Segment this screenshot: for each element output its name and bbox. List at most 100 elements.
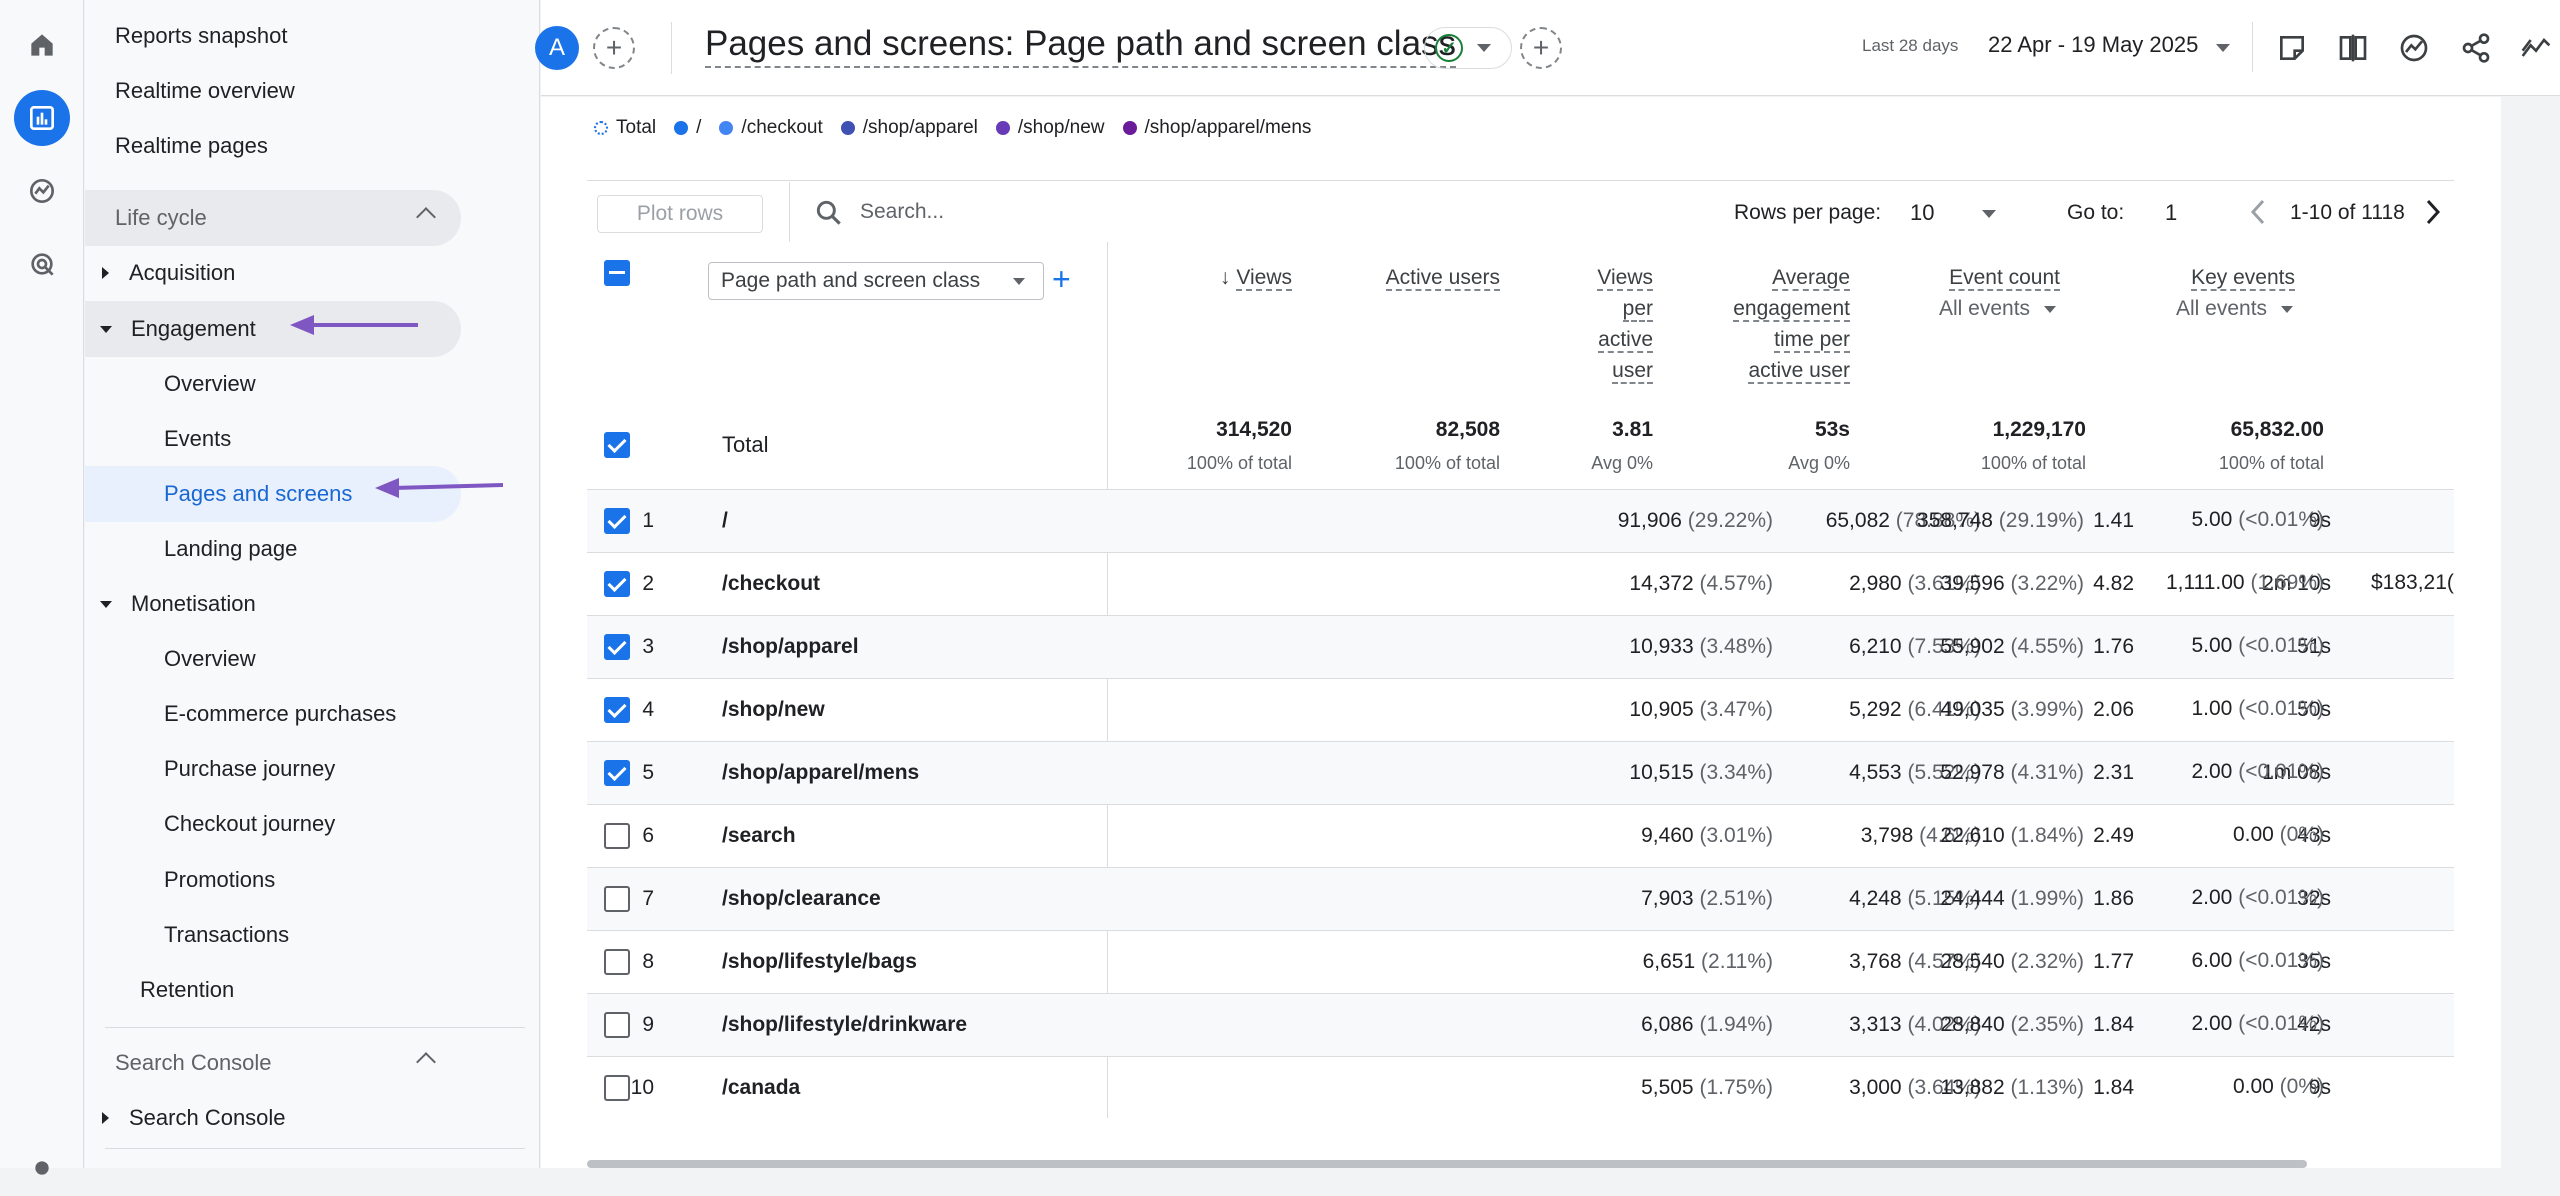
nav-checkout-journey[interactable]: Checkout journey (164, 811, 336, 836)
row-checkbox[interactable] (604, 760, 630, 786)
nav-engagement-overview[interactable]: Overview (164, 371, 256, 396)
table-row[interactable]: 9/shop/lifestyle/drinkware 6,086 (1.94%) 3… (587, 993, 2454, 1056)
active-users-column-header[interactable]: Active users (1385, 266, 1500, 291)
chevron-down-icon[interactable] (2216, 44, 2230, 52)
event-count-column-header[interactable]: Event count (1949, 266, 2060, 291)
page-path-link[interactable]: /shop/apparel (722, 635, 859, 658)
nav-events[interactable]: Events (164, 426, 232, 451)
table-row[interactable]: 2/checkout 14,372 (4.57%) 2,980 (3.61%) 4.8… (587, 552, 2454, 615)
avg-engagement-column-header[interactable]: Average engagement time per active user (1733, 266, 1850, 384)
row-checkbox[interactable] (604, 886, 630, 912)
explore-icon[interactable] (14, 163, 70, 219)
select-all-checkbox[interactable] (604, 260, 630, 286)
event-count-filter[interactable]: All events (1939, 297, 2057, 321)
total-row-checkbox[interactable] (604, 432, 630, 458)
reports-icon[interactable] (14, 90, 70, 146)
key-events-filter[interactable]: All events (2176, 297, 2294, 321)
compare-icon[interactable] (2333, 28, 2373, 68)
nav-pages-and-screens[interactable]: Pages and screens (85, 466, 461, 522)
nav-realtime-pages[interactable]: Realtime pages (115, 133, 268, 158)
insights-icon[interactable] (2394, 28, 2434, 68)
page-path-link[interactable]: /shop/lifestyle/drinkware (722, 1013, 968, 1036)
page-path-link[interactable]: /canada (722, 1076, 801, 1099)
row-checkbox[interactable] (604, 508, 630, 534)
date-range-picker[interactable]: 22 Apr - 19 May 2025 (1988, 32, 2199, 57)
next-page-icon[interactable] (2423, 197, 2443, 227)
nav-search-console[interactable]: Search Console (102, 1090, 286, 1146)
nav-retention[interactable]: Retention (140, 977, 235, 1002)
advertising-icon[interactable] (14, 236, 70, 292)
legend-item[interactable]: / (674, 117, 701, 139)
table-row[interactable]: 8/shop/lifestyle/bags 6,651 (2.11%) 3,768 … (587, 930, 2454, 993)
page-path-link[interactable]: /shop/new (722, 698, 825, 721)
row-checkbox[interactable] (604, 571, 630, 597)
nav-monetisation[interactable]: Monetisation (100, 576, 256, 632)
plot-rows-button[interactable]: Plot rows (597, 195, 763, 233)
previous-page-icon[interactable] (2248, 197, 2268, 227)
nav-reports-snapshot[interactable]: Reports snapshot (115, 23, 288, 48)
nav-section-life-cycle[interactable]: Life cycle (85, 190, 461, 246)
page-path-link[interactable]: /checkout (722, 572, 821, 595)
views-column-header[interactable]: ↓ Views (1219, 266, 1292, 291)
row-checkbox[interactable] (604, 823, 630, 849)
key-events-cell: 2.00 (<0.01%) (2191, 1012, 2324, 1035)
table-row[interactable]: 3/shop/apparel 10,933 (3.48%) 6,210 (7.53%… (587, 615, 2454, 678)
nav-section-search-console[interactable]: Search Console (85, 1035, 461, 1091)
pagination-range: 1-10 of 1118 (2290, 201, 2405, 224)
horizontal-scrollbar[interactable] (587, 1160, 2307, 1168)
row-checkbox[interactable] (604, 1012, 630, 1038)
add-dimension-button[interactable]: + (1052, 261, 1071, 297)
rows-per-page-select[interactable]: 10 (1910, 200, 1935, 225)
key-events-column-header[interactable]: Key events (2191, 266, 2295, 291)
share-icon[interactable] (2456, 28, 2496, 68)
table-row[interactable]: 6/search 9,460 (3.01%) 3,798 (4.6%) 2.49 43s… (587, 804, 2454, 867)
views-cell: 7,903 (2.51%) (1641, 887, 1773, 910)
nav-landing-page[interactable]: Landing page (164, 536, 298, 561)
add-comparison-button[interactable]: + (593, 27, 635, 69)
dimension-select[interactable]: Page path and screen class (708, 262, 1044, 300)
views-per-user-cell: 2.49 (2093, 824, 2134, 847)
settings-icon[interactable] (14, 1140, 70, 1196)
row-checkbox[interactable] (604, 1075, 630, 1101)
nav-transactions[interactable]: Transactions (164, 922, 290, 947)
legend-item[interactable]: /checkout (719, 117, 823, 139)
nav-purchase-journey[interactable]: Purchase journey (164, 756, 336, 781)
nav-promotions[interactable]: Promotions (164, 867, 276, 892)
legend-item[interactable]: Total (594, 117, 656, 139)
nav-ecommerce-purchases[interactable]: E-commerce purchases (164, 701, 397, 726)
legend-item[interactable]: /shop/apparel (840, 117, 978, 139)
chevron-down-icon[interactable] (1982, 210, 1996, 218)
home-icon[interactable] (14, 17, 70, 73)
table-row[interactable]: 7/shop/clearance 7,903 (2.51%) 4,248 (5.15… (587, 867, 2454, 930)
goto-input[interactable]: 1 (2165, 200, 2178, 225)
nav-acquisition[interactable]: Acquisition (102, 245, 235, 301)
search-input[interactable] (860, 200, 1360, 224)
report-status-dropdown[interactable]: ✓ (1424, 27, 1512, 69)
page-path-link[interactable]: /shop/clearance (722, 887, 881, 910)
table-row[interactable]: 4/shop/new 10,905 (3.47%) 5,292 (6.41%) 2.0… (587, 678, 2454, 741)
avg-engagement-cell: 2m 10s (2262, 572, 2331, 595)
avatar[interactable]: A (535, 26, 579, 70)
table-row[interactable]: 5/shop/apparel/mens 10,515 (3.34%) 4,553 (… (587, 741, 2454, 804)
key-events-cell: 5.00 (<0.01%) (2191, 634, 2324, 657)
table-row[interactable]: 1 / 91,906 (29.22%) 65,082 (78.88%) 1.41 9s 35… (587, 489, 2454, 552)
total-label: Total (722, 432, 769, 457)
page-path-link[interactable]: /search (722, 824, 796, 847)
add-filter-button[interactable]: + (1520, 27, 1562, 69)
legend-dot (1122, 121, 1137, 135)
legend-item[interactable]: /shop/new (995, 117, 1105, 139)
customize-report-icon[interactable] (2272, 28, 2312, 68)
trend-icon[interactable] (2516, 28, 2556, 68)
nav-monetisation-overview[interactable]: Overview (164, 646, 256, 671)
table-row[interactable]: 10/canada 5,505 (1.75%) 3,000 (3.64%) 1.84 9… (587, 1056, 2454, 1119)
nav-realtime-overview[interactable]: Realtime overview (115, 78, 295, 103)
row-checkbox[interactable] (604, 949, 630, 975)
page-path-link[interactable]: /shop/apparel/mens (722, 761, 920, 784)
nav-engagement[interactable]: Engagement (85, 301, 461, 357)
row-checkbox[interactable] (604, 634, 630, 660)
page-path-link[interactable]: /shop/lifestyle/bags (722, 950, 917, 973)
views-per-user-column-header[interactable]: Views per active user (1597, 266, 1653, 384)
row-checkbox[interactable] (604, 697, 630, 723)
page-path-link[interactable]: / (722, 509, 728, 532)
legend-item[interactable]: /shop/apparel/mens (1122, 117, 1311, 139)
